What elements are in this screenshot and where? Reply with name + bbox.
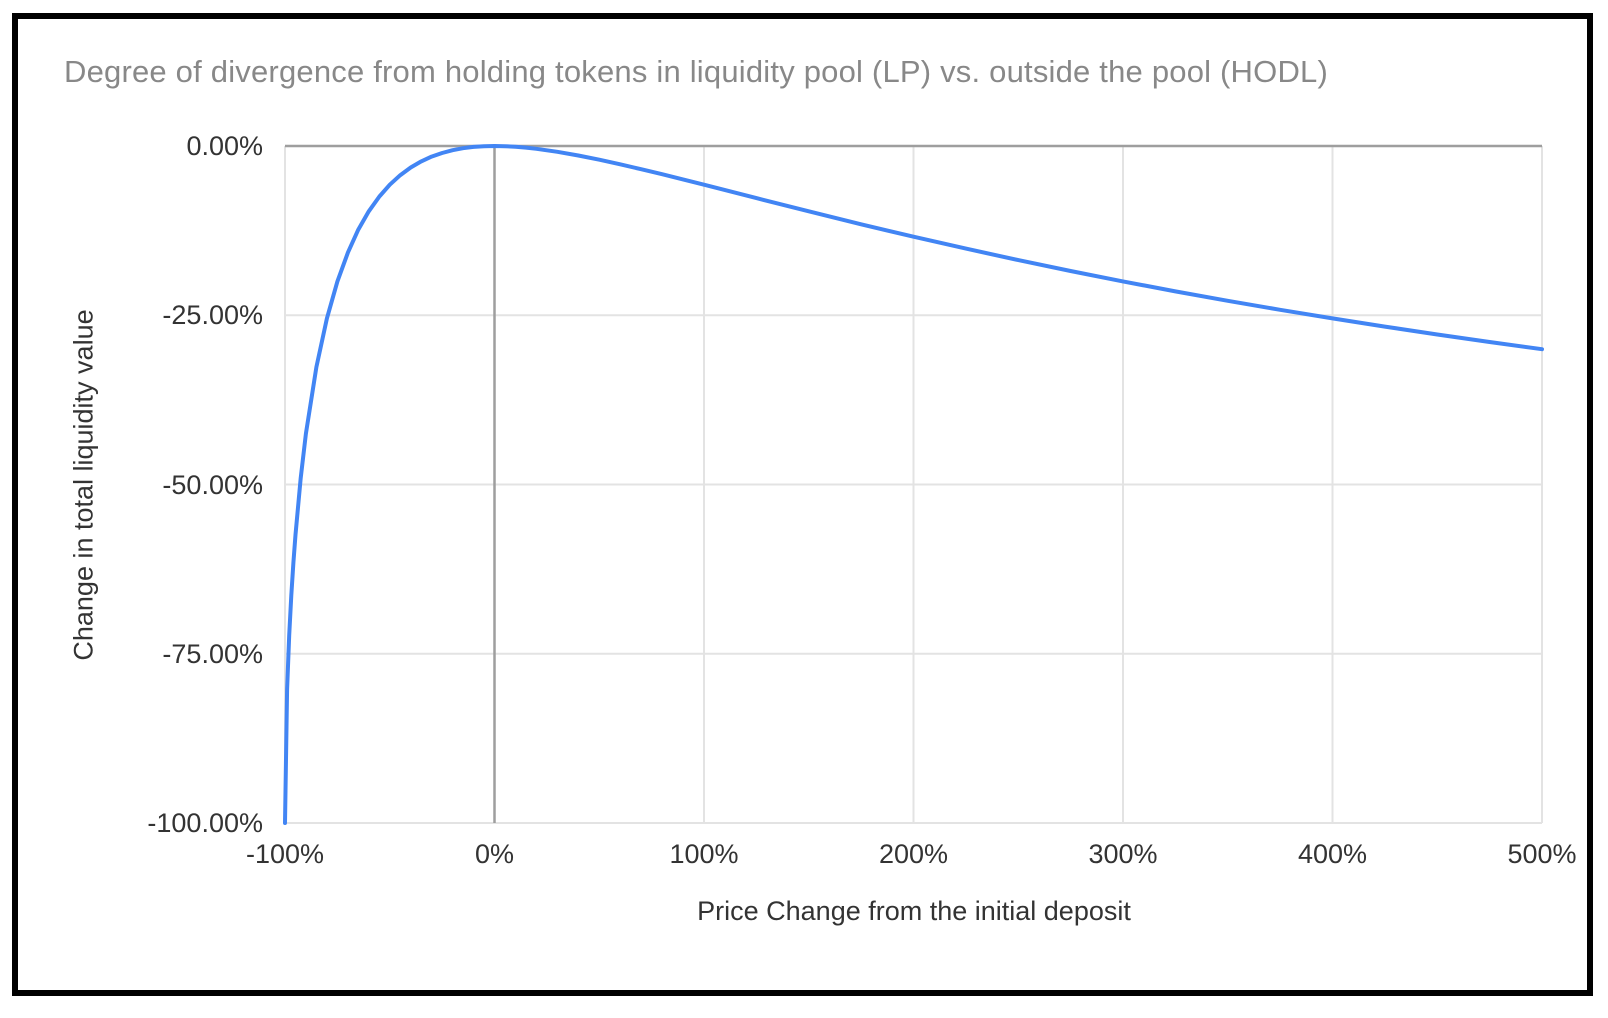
- x-axis-title: Price Change from the initial deposit: [697, 896, 1131, 926]
- chart-title: Degree of divergence from holding tokens…: [64, 54, 1329, 89]
- chart-frame: [12, 13, 1593, 996]
- y-axis-title: Change in total liquidity value: [68, 309, 99, 661]
- impermanent-loss-curve: [283, 144, 1544, 825]
